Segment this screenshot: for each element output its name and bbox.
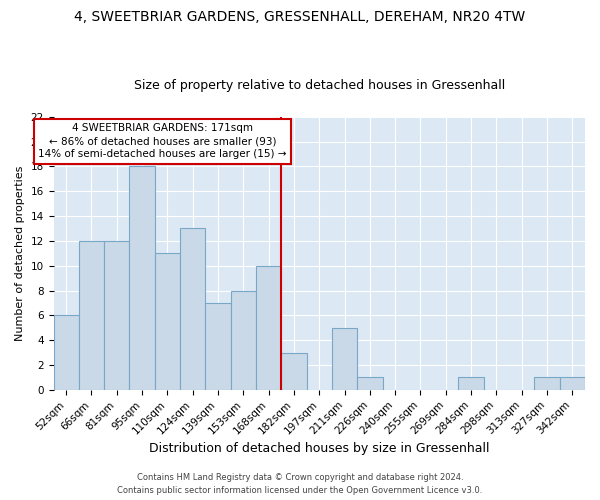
Y-axis label: Number of detached properties: Number of detached properties xyxy=(15,166,25,341)
X-axis label: Distribution of detached houses by size in Gressenhall: Distribution of detached houses by size … xyxy=(149,442,490,455)
Text: 4, SWEETBRIAR GARDENS, GRESSENHALL, DEREHAM, NR20 4TW: 4, SWEETBRIAR GARDENS, GRESSENHALL, DERE… xyxy=(74,10,526,24)
Text: Contains HM Land Registry data © Crown copyright and database right 2024.
Contai: Contains HM Land Registry data © Crown c… xyxy=(118,474,482,495)
Bar xyxy=(79,241,104,390)
Bar xyxy=(560,378,585,390)
Bar xyxy=(205,303,230,390)
Bar xyxy=(281,352,307,390)
Bar xyxy=(458,378,484,390)
Bar xyxy=(104,241,130,390)
Bar xyxy=(155,254,180,390)
Bar xyxy=(256,266,281,390)
Bar xyxy=(180,228,205,390)
Text: 4 SWEETBRIAR GARDENS: 171sqm
← 86% of detached houses are smaller (93)
14% of se: 4 SWEETBRIAR GARDENS: 171sqm ← 86% of de… xyxy=(38,123,287,160)
Bar xyxy=(535,378,560,390)
Bar xyxy=(53,316,79,390)
Title: Size of property relative to detached houses in Gressenhall: Size of property relative to detached ho… xyxy=(134,79,505,92)
Bar xyxy=(332,328,357,390)
Bar xyxy=(130,166,155,390)
Bar xyxy=(230,290,256,390)
Bar xyxy=(357,378,383,390)
